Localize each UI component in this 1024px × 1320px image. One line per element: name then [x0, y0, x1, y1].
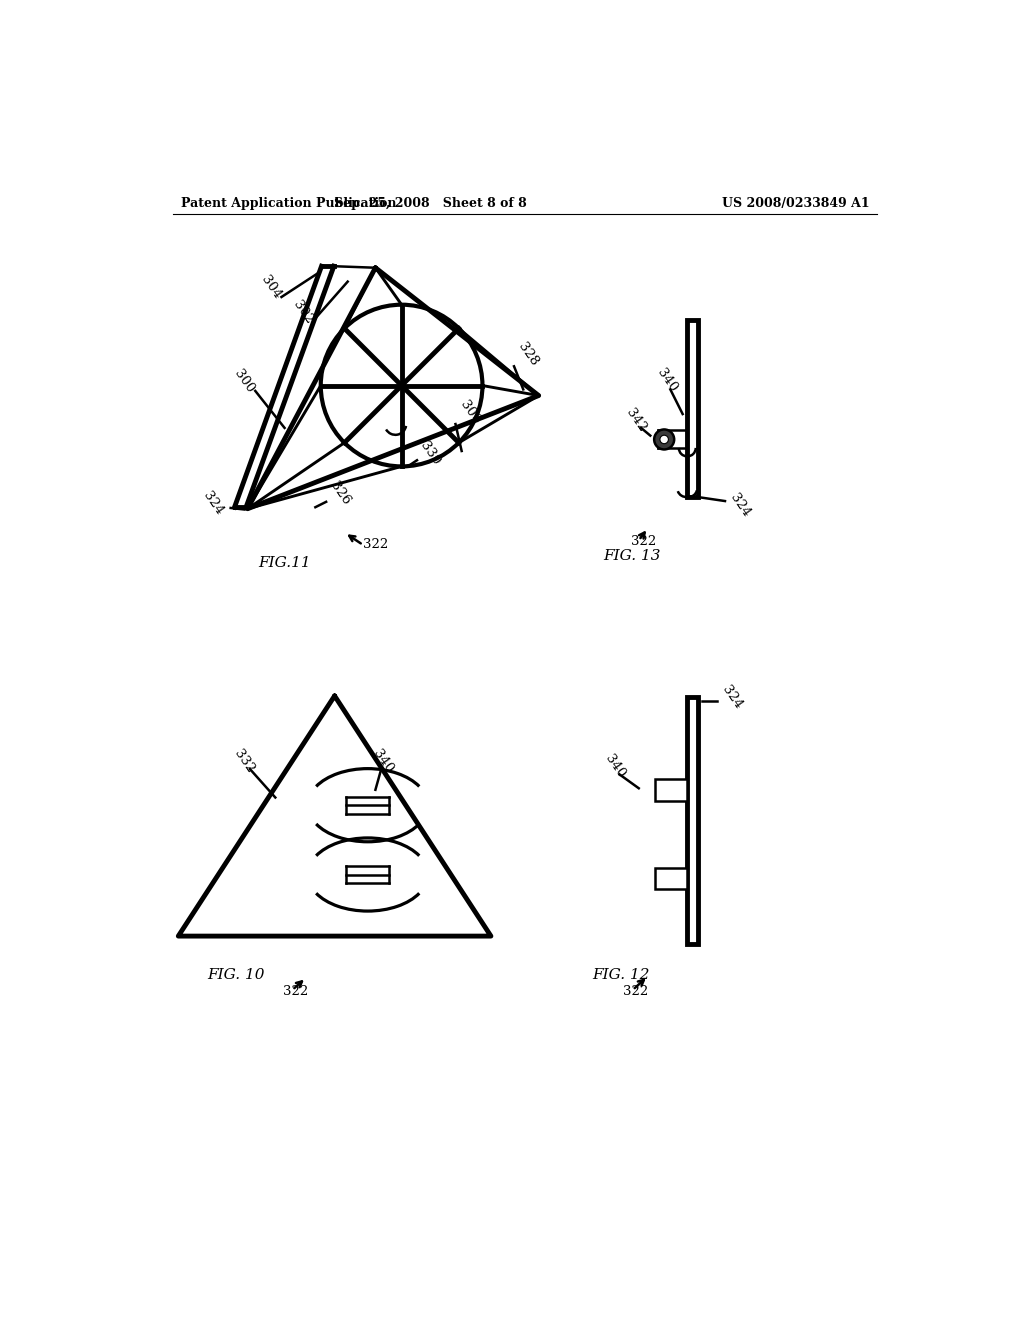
Circle shape — [654, 429, 674, 449]
Text: 300: 300 — [232, 368, 257, 396]
Text: Sep. 25, 2008   Sheet 8 of 8: Sep. 25, 2008 Sheet 8 of 8 — [335, 197, 527, 210]
Text: 306: 306 — [458, 399, 483, 426]
Bar — [687, 321, 698, 498]
Text: 324: 324 — [201, 490, 226, 517]
Text: 330: 330 — [418, 440, 443, 467]
Text: FIG. 12: FIG. 12 — [593, 968, 650, 982]
Text: 322: 322 — [631, 536, 656, 548]
Text: FIG. 10: FIG. 10 — [208, 968, 265, 982]
Text: FIG.11: FIG.11 — [258, 556, 311, 570]
Text: 304: 304 — [258, 273, 284, 301]
Text: 340: 340 — [602, 752, 628, 780]
Text: 342: 342 — [624, 407, 649, 434]
Text: 322: 322 — [283, 985, 308, 998]
Bar — [655, 779, 687, 800]
Text: 322: 322 — [364, 539, 388, 552]
Text: 332: 332 — [231, 747, 257, 775]
Text: 324: 324 — [720, 684, 744, 711]
Circle shape — [659, 436, 669, 444]
Text: US 2008/0233849 A1: US 2008/0233849 A1 — [722, 197, 869, 210]
Text: 328: 328 — [515, 341, 541, 368]
Text: 340: 340 — [371, 747, 395, 775]
Bar — [655, 867, 687, 890]
Text: Patent Application Publication: Patent Application Publication — [180, 197, 396, 210]
Text: 302: 302 — [291, 298, 315, 326]
Text: 322: 322 — [624, 985, 648, 998]
Text: 324: 324 — [727, 491, 753, 519]
Bar — [687, 697, 698, 944]
Text: 326: 326 — [328, 479, 353, 507]
Text: FIG. 13: FIG. 13 — [603, 549, 660, 562]
Text: 340: 340 — [654, 366, 680, 395]
